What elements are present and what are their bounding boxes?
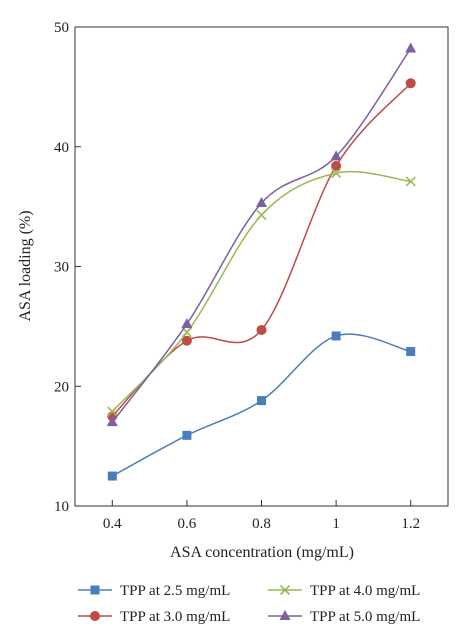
data-point — [107, 406, 118, 417]
x-tick-label: 0.4 — [103, 516, 122, 532]
legend-item: TPP at 3.0 mg/mL — [78, 609, 230, 625]
y-tick-label: 50 — [54, 20, 69, 36]
legend-marker — [279, 610, 291, 620]
data-point — [405, 78, 416, 89]
legend: TPP at 2.5 mg/mL TPP at 3.0 mg/mL TPP at 4… — [78, 583, 420, 625]
x-tick-label: 0.6 — [178, 516, 197, 532]
x-axis: 0.4 0.6 0.8 1 1.2 — [103, 500, 420, 532]
data-point — [330, 150, 342, 161]
data-point — [331, 331, 341, 341]
legend-marker — [279, 584, 291, 596]
series-line — [111, 170, 411, 412]
data-point — [181, 335, 192, 346]
data-point — [257, 396, 266, 406]
x-axis-title: ASA concentration (mg/mL) — [170, 544, 354, 561]
data-point — [181, 317, 193, 328]
plot-area — [74, 26, 449, 507]
legend-label: TPP at 5.0 mg/mL — [310, 609, 420, 625]
y-axis-title: ASA loading (%) — [17, 210, 34, 321]
legend-label: TPP at 4.0 mg/mL — [310, 583, 420, 599]
data-point — [256, 197, 267, 208]
y-tick-label: 10 — [54, 499, 69, 515]
x-tick-label: 0.8 — [252, 516, 271, 532]
series-3 — [107, 168, 416, 417]
legend-item: TPP at 2.5 mg/mL — [78, 583, 230, 599]
legend-item: TPP at 5.0 mg/mL — [268, 609, 420, 625]
series-layer — [106, 42, 417, 481]
data-point — [405, 42, 417, 53]
y-axis: 10 20 30 40 50 — [54, 20, 81, 515]
data-point — [256, 209, 267, 221]
x-tick-label: 1.2 — [401, 516, 420, 532]
legend-label: TPP at 2.5 mg/mL — [120, 583, 230, 599]
legend-marker — [90, 585, 100, 595]
data-point — [256, 324, 267, 335]
data-point — [331, 168, 342, 179]
data-point — [405, 176, 416, 187]
data-point — [406, 347, 416, 357]
x-tick-label: 1 — [332, 516, 340, 532]
y-tick-label: 30 — [54, 260, 69, 276]
data-point — [331, 160, 342, 171]
y-tick-label: 20 — [54, 379, 69, 395]
series-1 — [107, 331, 416, 481]
data-point — [107, 471, 117, 481]
legend-item: TPP at 4.0 mg/mL — [268, 583, 420, 599]
data-point — [182, 430, 192, 440]
legend-label: TPP at 3.0 mg/mL — [120, 609, 230, 625]
y-tick-label: 40 — [54, 140, 69, 156]
data-point — [106, 416, 118, 427]
series-4 — [106, 42, 417, 427]
legend-marker — [90, 611, 100, 621]
